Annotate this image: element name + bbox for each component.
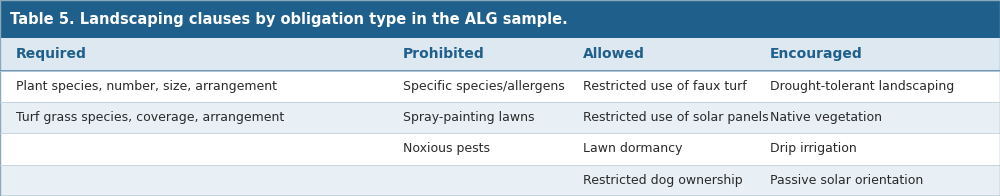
Bar [0,71,1000,102]
Text: Restricted use of faux turf: Restricted use of faux turf [583,80,747,93]
Text: Encouraged: Encouraged [770,47,863,61]
Text: Prohibited: Prohibited [403,47,485,61]
Text: Restricted dog ownership: Restricted dog ownership [583,174,743,187]
Text: Restricted use of solar panels: Restricted use of solar panels [583,111,769,124]
Text: Allowed: Allowed [583,47,645,61]
Text: Turf grass species, coverage, arrangement: Turf grass species, coverage, arrangemen… [16,111,284,124]
Text: Table 5. Landscaping clauses by obligation type in the ALG sample.: Table 5. Landscaping clauses by obligati… [10,12,568,27]
Text: Lawn dormancy: Lawn dormancy [583,142,682,155]
Text: Plant species, number, size, arrangement: Plant species, number, size, arrangement [16,80,277,93]
Text: Spray-painting lawns: Spray-painting lawns [403,111,534,124]
Bar [0,38,1000,71]
Text: Specific species/allergens: Specific species/allergens [403,80,565,93]
Text: Native vegetation: Native vegetation [770,111,882,124]
Text: Drought-tolerant landscaping: Drought-tolerant landscaping [770,80,954,93]
Bar [0,133,1000,165]
Text: Noxious pests: Noxious pests [403,142,490,155]
Bar [0,102,1000,133]
Text: Drip irrigation: Drip irrigation [770,142,857,155]
Text: Required: Required [16,47,87,61]
Text: Passive solar orientation: Passive solar orientation [770,174,923,187]
Bar [0,0,1000,38]
Bar [0,165,1000,196]
